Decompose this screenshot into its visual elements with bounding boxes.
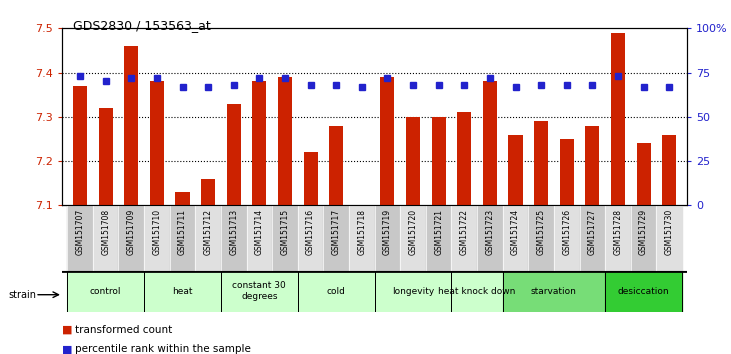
Text: GSM151712: GSM151712 (204, 209, 213, 255)
Bar (195, 205, 221, 271)
Text: GSM151718: GSM151718 (357, 209, 366, 255)
Text: GSM151710: GSM151710 (152, 209, 162, 255)
Bar (175, 192, 189, 205)
Text: GSM151722: GSM151722 (460, 209, 469, 255)
Text: percentile rank within the sample: percentile rank within the sample (75, 344, 251, 354)
Bar (298, 205, 323, 271)
Bar (503, 205, 529, 271)
Text: GSM151726: GSM151726 (562, 209, 571, 255)
Bar (452, 205, 477, 271)
Bar (554, 205, 580, 271)
Text: GSM151720: GSM151720 (409, 209, 417, 255)
Text: GSM151719: GSM151719 (383, 209, 392, 255)
Bar (118, 205, 144, 271)
Bar (246, 205, 272, 271)
Bar (605, 271, 682, 312)
Bar (67, 271, 144, 312)
Bar (144, 271, 221, 312)
Bar (401, 205, 426, 271)
Text: cold: cold (327, 287, 346, 296)
Bar (477, 205, 503, 271)
Bar (93, 205, 118, 271)
Text: GSM151714: GSM151714 (255, 209, 264, 255)
Text: heat knock down: heat knock down (439, 287, 516, 296)
Bar (375, 205, 401, 271)
Text: longevity: longevity (392, 287, 434, 296)
Bar (144, 205, 170, 271)
Text: GSM151729: GSM151729 (639, 209, 648, 255)
Bar (662, 135, 676, 205)
Text: starvation: starvation (531, 287, 577, 296)
Bar (124, 46, 138, 205)
Bar (406, 117, 420, 205)
Text: GSM151730: GSM151730 (664, 209, 674, 255)
Bar (534, 121, 548, 205)
Bar (272, 205, 298, 271)
Bar (586, 126, 599, 205)
Text: GSM151724: GSM151724 (511, 209, 520, 255)
Bar (503, 271, 605, 312)
Bar (201, 179, 215, 205)
Bar (631, 205, 656, 271)
Text: control: control (90, 287, 121, 296)
Bar (221, 205, 246, 271)
Bar (656, 205, 682, 271)
Bar (278, 77, 292, 205)
Bar (375, 271, 452, 312)
Bar (150, 81, 164, 205)
Bar (560, 139, 574, 205)
Bar (637, 143, 651, 205)
Text: transformed count: transformed count (75, 325, 173, 335)
Text: GSM151715: GSM151715 (281, 209, 289, 255)
Bar (349, 205, 375, 271)
Bar (221, 271, 298, 312)
Bar (458, 112, 471, 205)
Text: GSM151727: GSM151727 (588, 209, 597, 255)
Bar (99, 108, 113, 205)
Bar (329, 126, 344, 205)
Bar (452, 271, 503, 312)
Text: GSM151707: GSM151707 (75, 209, 85, 255)
Text: GSM151713: GSM151713 (230, 209, 238, 255)
Text: GSM151725: GSM151725 (537, 209, 545, 255)
Bar (426, 205, 452, 271)
Bar (605, 205, 631, 271)
Bar (580, 205, 605, 271)
Bar (380, 77, 395, 205)
Text: ■: ■ (62, 325, 72, 335)
Bar (323, 205, 349, 271)
Text: ■: ■ (62, 344, 72, 354)
Bar (227, 103, 240, 205)
Bar (611, 33, 625, 205)
Text: GSM151723: GSM151723 (485, 209, 494, 255)
Text: GSM151709: GSM151709 (126, 209, 136, 255)
Bar (298, 271, 375, 312)
Text: strain: strain (9, 290, 37, 299)
Text: GSM151711: GSM151711 (178, 209, 187, 255)
Bar (67, 205, 93, 271)
Text: GSM151717: GSM151717 (332, 209, 341, 255)
Bar (303, 152, 318, 205)
Bar (483, 81, 497, 205)
Text: GSM151721: GSM151721 (434, 209, 443, 255)
Bar (529, 205, 554, 271)
Text: GDS2830 / 153563_at: GDS2830 / 153563_at (73, 19, 211, 33)
Bar (170, 205, 195, 271)
Text: heat: heat (173, 287, 193, 296)
Text: constant 30
degrees: constant 30 degrees (232, 281, 287, 301)
Bar (252, 81, 266, 205)
Text: GSM151728: GSM151728 (613, 209, 623, 255)
Text: GSM151708: GSM151708 (101, 209, 110, 255)
Bar (509, 135, 523, 205)
Bar (73, 86, 87, 205)
Text: desiccation: desiccation (618, 287, 670, 296)
Bar (431, 117, 446, 205)
Text: GSM151716: GSM151716 (306, 209, 315, 255)
